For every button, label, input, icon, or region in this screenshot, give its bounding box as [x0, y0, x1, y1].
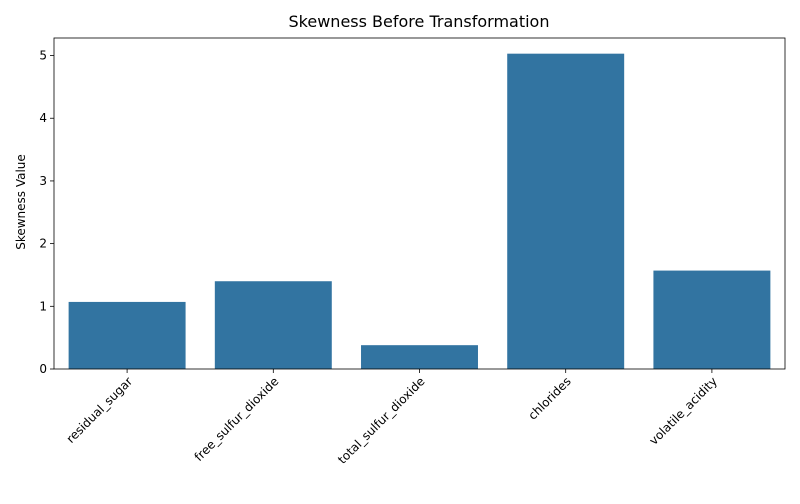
bar-chlorides [507, 53, 625, 369]
x-axis-ticks: residual_sugar free_sulfur_dioxide total_s… [64, 369, 720, 467]
y-tick-label: 2 [39, 237, 47, 251]
bar-free_sulfur_dioxide [214, 281, 332, 369]
plot-frame [53, 37, 786, 370]
x-tick-label: chlorides [525, 374, 573, 422]
y-tick-label: 1 [39, 299, 47, 313]
x-tick-label: total_sulfur_dioxide [335, 374, 427, 466]
y-tick-label: 5 [39, 49, 47, 63]
y-axis-label: Skewness Value [14, 154, 28, 250]
y-tick-label: 3 [39, 174, 47, 188]
y-tick-label: 4 [39, 111, 47, 125]
bar-residual_sugar [68, 301, 186, 369]
x-tick-label: volatile_acidity [647, 374, 720, 447]
bar-volatile_acidity [653, 270, 771, 369]
bars-layer [68, 53, 771, 369]
x-tick-label: residual_sugar [64, 374, 136, 446]
chart-title: Skewness Before Transformation [289, 12, 550, 31]
y-tick-label: 0 [39, 362, 47, 376]
bar-total_sulfur_dioxide [361, 345, 478, 369]
y-axis-ticks: 0 1 2 3 4 5 [39, 49, 54, 376]
x-tick-label: free_sulfur_dioxide [192, 374, 282, 464]
